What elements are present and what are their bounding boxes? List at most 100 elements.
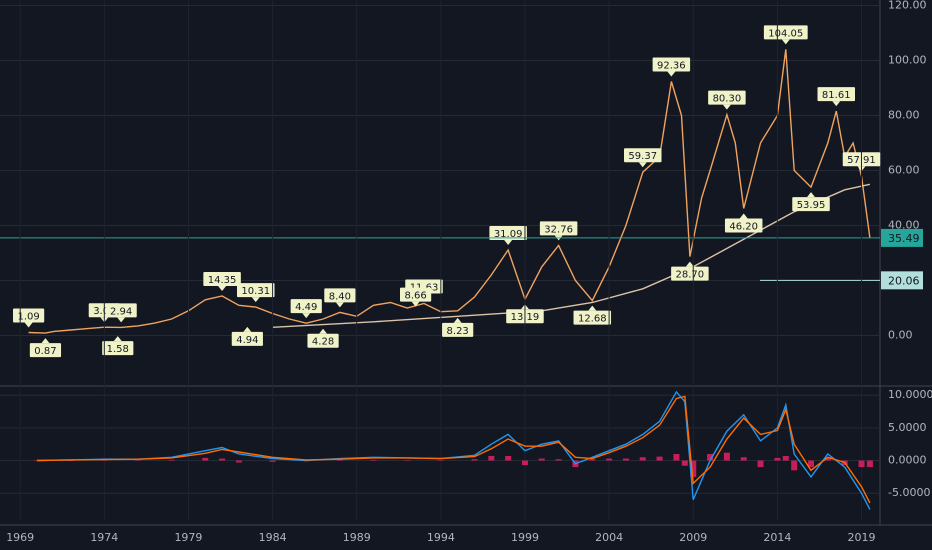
price-label-pointer <box>218 286 227 292</box>
histogram-bar <box>866 460 873 468</box>
y-tick-label: 80.00 <box>888 109 920 122</box>
histogram-bar <box>606 458 613 461</box>
price-label: 32.76 <box>544 224 573 235</box>
price-label: 8.66 <box>404 291 426 302</box>
x-tick-label: 1974 <box>90 531 118 544</box>
price-label-pointer <box>411 301 420 307</box>
price-label: 4.49 <box>295 302 317 313</box>
price-label-box <box>290 299 322 314</box>
histogram-bar <box>538 458 545 461</box>
price-label-box <box>539 221 578 236</box>
price-label-box <box>231 331 263 346</box>
price-label-pointer <box>117 317 126 323</box>
histogram-bar <box>681 460 688 466</box>
price-label-box <box>400 287 432 302</box>
price-label-box <box>13 308 45 323</box>
histogram-bar <box>521 460 528 466</box>
price-label-pointer <box>722 104 731 110</box>
price-label: 14.35 <box>208 275 237 286</box>
series-line <box>28 49 871 334</box>
histogram-bar <box>505 455 512 461</box>
price-label-pointer <box>667 71 676 77</box>
y-tick-label: 10.0000 <box>888 388 932 401</box>
price-label-box <box>763 25 808 40</box>
price-label-box <box>489 226 527 241</box>
price-label-box <box>102 341 134 356</box>
histogram-bar <box>589 459 596 461</box>
price-label-box <box>29 343 62 358</box>
price-label-box <box>724 218 763 233</box>
histogram-bar <box>269 460 276 462</box>
histogram-bar <box>673 454 680 461</box>
histogram-bar <box>774 457 781 461</box>
price-badge <box>881 271 923 290</box>
price-label-pointer <box>335 302 344 308</box>
y-tick-label: 100.00 <box>888 54 927 67</box>
histogram-bar <box>168 459 175 461</box>
y-tick-label: 5.0000 <box>888 421 927 434</box>
price-label-pointer <box>781 39 790 45</box>
y-tick-label: -5.0000 <box>888 486 930 499</box>
y-tick-label: 0.0000 <box>888 454 927 467</box>
price-label: 2.94 <box>110 306 132 317</box>
price-label: 8.40 <box>329 291 351 302</box>
price-label: 28.70 <box>676 270 705 281</box>
histogram-bar <box>471 459 478 461</box>
price-label-box <box>573 310 612 325</box>
price-label-pointer <box>251 297 260 303</box>
price-label-box <box>792 197 830 212</box>
y-tick-label: 120.00 <box>888 0 927 12</box>
price-label: 8.23 <box>447 326 469 337</box>
price-label-box <box>307 333 339 348</box>
price-label-pointer <box>504 240 513 246</box>
price-label: 31.09 <box>494 229 523 240</box>
price-label-box <box>442 322 474 337</box>
x-tick-label: 2009 <box>679 531 707 544</box>
price-label-pointer <box>638 162 647 168</box>
histogram-bar <box>723 452 730 461</box>
x-tick-label: 1989 <box>343 531 371 544</box>
price-label: 80.30 <box>713 94 742 105</box>
histogram-bar <box>858 460 865 468</box>
price-badge-label: 35.49 <box>888 232 920 245</box>
histogram-bar <box>202 457 209 461</box>
x-tick-label: 1969 <box>6 531 34 544</box>
x-tick-label: 2004 <box>595 531 623 544</box>
price-label-pointer <box>685 261 694 267</box>
price-label-box <box>624 148 662 163</box>
price-label-pointer <box>243 326 252 332</box>
series-line <box>36 395 871 504</box>
price-label: 0.87 <box>34 346 56 357</box>
price-label-box <box>652 57 691 72</box>
histogram-bar <box>740 457 747 461</box>
histogram-bar <box>404 460 411 462</box>
price-label-pointer <box>453 317 462 323</box>
histogram-bar <box>639 457 646 461</box>
histogram-bar <box>134 460 141 462</box>
price-label: 12.68 <box>578 314 607 325</box>
histogram-bar <box>757 460 764 468</box>
price-label: 53.95 <box>797 200 826 211</box>
x-tick-label: 1994 <box>427 531 455 544</box>
price-label-box <box>817 87 856 102</box>
price-label-pointer <box>319 328 328 334</box>
price-label-pointer <box>807 192 816 198</box>
histogram-bar <box>791 460 798 471</box>
histogram-bar <box>824 457 831 461</box>
histogram-bar <box>219 458 226 461</box>
x-tick-label: 2019 <box>847 531 875 544</box>
price-label: 92.36 <box>657 61 686 72</box>
price-label: 4.28 <box>312 337 334 348</box>
x-tick-label: 1979 <box>174 531 202 544</box>
price-badge-label: 20.06 <box>888 274 920 287</box>
price-label-box <box>708 90 746 105</box>
price-label: 46.20 <box>729 221 758 232</box>
histogram-bar <box>622 458 629 461</box>
price-label-box <box>105 303 137 318</box>
price-label: 59.37 <box>628 151 657 162</box>
price-label-pointer <box>113 336 122 342</box>
histogram-bar <box>235 460 242 463</box>
x-tick-label: 1984 <box>259 531 287 544</box>
